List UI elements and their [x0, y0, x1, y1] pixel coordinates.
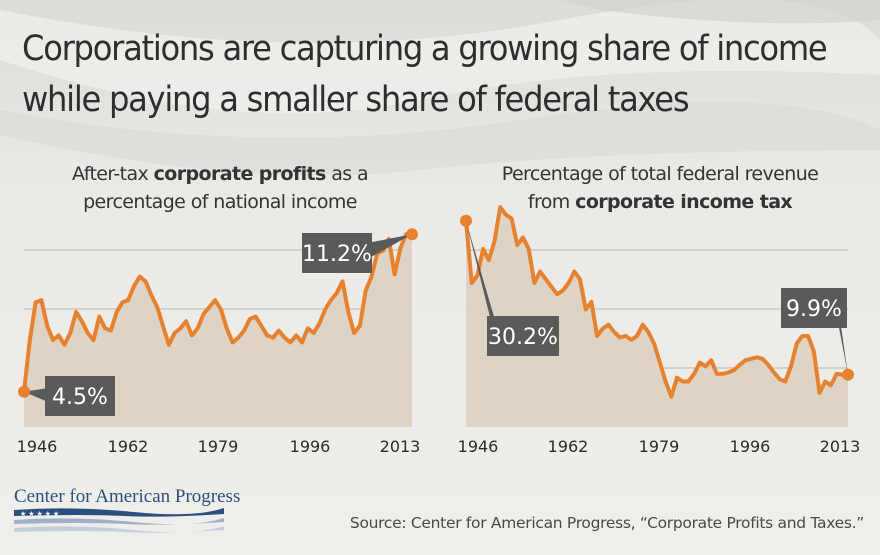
series-line-1	[464, 205, 850, 399]
x-tick-1-1996: 1996	[730, 437, 771, 456]
callout-pointer-1-0	[466, 220, 497, 345]
x-tick-1-1962: 1962	[548, 437, 589, 456]
callout-box-1-1	[781, 288, 847, 328]
callout-box-0-0	[45, 376, 115, 416]
right-subtitle-line-1: Percentage of total federal revenue	[501, 163, 819, 185]
right-chart-subtitle: Percentage of total federal revenue from…	[460, 160, 860, 216]
left-subtitle-emphasis: corporate profits	[153, 163, 327, 185]
area-fill-1	[466, 207, 848, 427]
callout-label-0-0: 4.5%	[52, 385, 108, 410]
title-line-2: while paying a smaller share of federal …	[22, 80, 690, 120]
source-note: Source: Center for American Progress, “C…	[349, 514, 864, 532]
logo-text: Center for American Progress	[14, 486, 241, 507]
callout-label-1-1: 9.9%	[786, 297, 842, 322]
callout-box-0-1	[302, 233, 372, 273]
page-title: Corporations are capturing a growing sha…	[22, 24, 828, 126]
svg-text:★ ★ ★ ★ ★: ★ ★ ★ ★ ★	[20, 510, 59, 518]
left-chart-subtitle: After-tax corporate profits as a percent…	[20, 160, 420, 216]
callout-box-1-0	[487, 316, 559, 356]
title-line-1: Corporations are capturing a growing sha…	[22, 29, 828, 69]
callout-label-0-1: 11.2%	[302, 242, 372, 267]
x-tick-1-2013: 2013	[820, 437, 861, 456]
x-tick-0-1962: 1962	[108, 437, 149, 456]
x-tick-0-1979: 1979	[198, 437, 239, 456]
x-tick-1-1979: 1979	[639, 437, 680, 456]
x-tick-1-1946: 1946	[458, 437, 499, 456]
callout-point-1-1	[842, 368, 854, 381]
x-tick-0-1996: 1996	[290, 437, 331, 456]
area-fill-0	[24, 234, 412, 427]
callout-point-0-0	[18, 385, 30, 398]
series-line-0	[22, 232, 414, 394]
left-subtitle-line-2: percentage of national income	[83, 191, 357, 213]
right-subtitle-line-2: from corporate income tax	[527, 191, 793, 213]
right-subtitle-emphasis: corporate income tax	[575, 191, 793, 213]
callout-point-1-0	[460, 214, 472, 227]
callout-pointer-0-1	[362, 234, 412, 262]
left-subtitle-line-1: After-tax corporate profits as a	[71, 163, 369, 185]
flag-stripes-icon: ★ ★ ★ ★ ★	[14, 508, 224, 533]
callout-label-1-0: 30.2%	[488, 325, 558, 350]
callout-point-0-1	[406, 228, 418, 241]
cap-logo: Center for American Progress ★ ★ ★ ★ ★	[14, 486, 240, 536]
x-tick-0-2013: 2013	[380, 437, 421, 456]
x-tick-0-1946: 1946	[17, 437, 58, 456]
